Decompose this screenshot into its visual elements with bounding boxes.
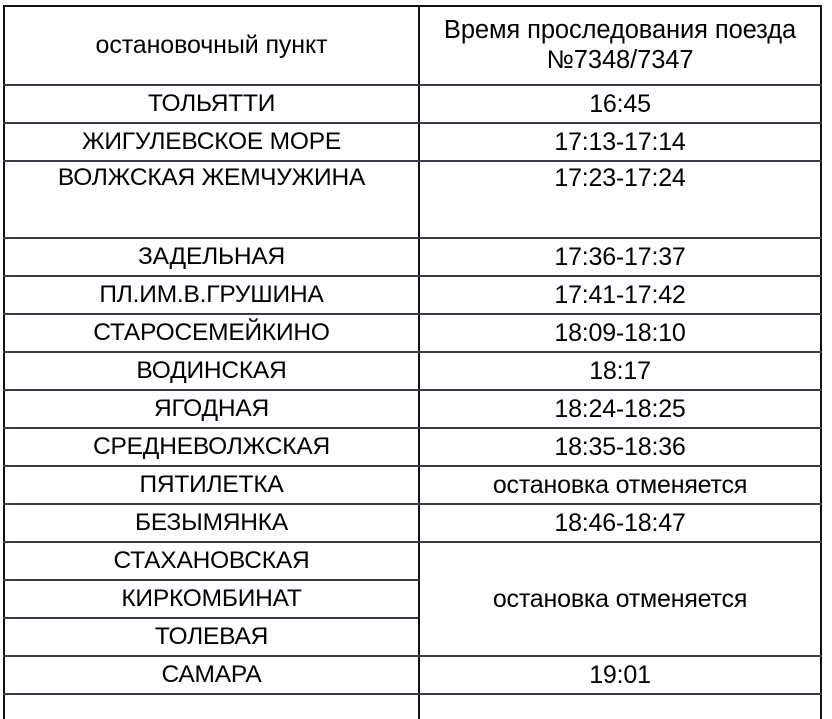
table-row: БЕЗЫМЯНКА 18:46-18:47 <box>3 503 822 543</box>
stop-time-cell: 18:17 <box>418 351 822 391</box>
stop-name-cell: СРЕДНЕВОЛЖСКАЯ <box>3 427 420 467</box>
stop-name-cell: ТОЛЬЯТТИ <box>3 84 420 124</box>
table-row: СТАРОСЕМЕЙКИНО 18:09-18:10 <box>3 313 822 353</box>
column-header-time-line1: Время проследования поезда <box>443 15 797 44</box>
spreadsheet-canvas: остановочный пункт Время проследования п… <box>3 5 822 719</box>
stop-time-cell: 16:45 <box>418 84 822 124</box>
stop-time-cell: 18:46-18:47 <box>418 503 822 543</box>
stop-name-cell: ЯГОДНАЯ <box>3 389 420 429</box>
stop-name-cell: ЖИГУЛЕВСКОЕ МОРЕ <box>3 122 420 162</box>
stop-time-cell: 18:09-18:10 <box>418 313 822 353</box>
stop-name-cell: БЕЗЫМЯНКА <box>3 503 420 543</box>
stop-time-cell: 18:35-18:36 <box>418 427 822 467</box>
stop-name-cell: СТАХАНОВСКАЯ <box>3 541 420 581</box>
table-row: СТАХАНОВСКАЯ остановка отменяется <box>3 541 822 657</box>
stop-name-cell: ЗАДЕЛЬНАЯ <box>3 237 420 277</box>
stop-time-cell-empty <box>418 693 822 719</box>
table-row: ПЯТИЛЕТКА остановка отменяется <box>3 465 822 505</box>
table-row: САМАРА 19:01 <box>3 655 822 695</box>
merged-cancelled-cell: остановка отменяется <box>418 541 822 657</box>
stop-time-cell: 17:23-17:24 <box>418 160 822 239</box>
stop-time-cell: 17:36-17:37 <box>418 237 822 277</box>
table-row-clipped <box>3 693 822 719</box>
stop-name-cell-empty <box>3 693 420 719</box>
stop-name-cell: ПЛ.ИМ.В.ГРУШИНА <box>3 275 420 315</box>
stop-name-cell: КИРКОМБИНАТ <box>3 579 420 619</box>
table-header: остановочный пункт Время проследования п… <box>3 5 822 86</box>
stop-time-cell: 17:13-17:14 <box>418 122 822 162</box>
stop-time-cell: 19:01 <box>418 655 822 695</box>
table-row: ТОЛЕВАЯ <box>3 617 821 657</box>
table-row: ПЛ.ИМ.В.ГРУШИНА 17:41-17:42 <box>3 275 822 315</box>
column-header-stop: остановочный пункт <box>3 5 420 86</box>
stop-name-cell: ВОДИНСКАЯ <box>3 351 420 391</box>
column-header-time-line2: №7348/7347 <box>546 45 694 74</box>
stop-name-cell: САМАРА <box>3 655 420 695</box>
stop-name-cell: ВОЛЖСКАЯ ЖЕМЧУЖИНА <box>3 160 420 239</box>
table-row: ЖИГУЛЕВСКОЕ МОРЕ 17:13-17:14 <box>3 122 822 162</box>
table-row: ТОЛЬЯТТИ 16:45 <box>3 84 822 124</box>
stop-name-cell: ТОЛЕВАЯ <box>3 617 420 657</box>
table-row: ЗАДЕЛЬНАЯ 17:36-17:37 <box>3 237 822 277</box>
table-row: ВОЛЖСКАЯ ЖЕМЧУЖИНА 17:23-17:24 <box>3 160 822 239</box>
stop-time-cell: 17:41-17:42 <box>418 275 822 315</box>
stop-name-cell: СТАРОСЕМЕЙКИНО <box>3 313 420 353</box>
table-row: СРЕДНЕВОЛЖСКАЯ 18:35-18:36 <box>3 427 822 467</box>
table-body: ТОЛЬЯТТИ 16:45 ЖИГУЛЕВСКОЕ МОРЕ 17:13-17… <box>3 84 822 719</box>
stop-name-cell: ПЯТИЛЕТКА <box>3 465 420 505</box>
column-header-time: Время проследования поезда №7348/7347 <box>418 5 822 86</box>
table-row: КИРКОМБИНАТ <box>3 579 821 619</box>
table-row: ВОДИНСКАЯ 18:17 <box>3 351 822 391</box>
table-row: ЯГОДНАЯ 18:24-18:25 <box>3 389 822 429</box>
train-schedule-table: остановочный пункт Время проследования п… <box>3 5 822 719</box>
stop-time-cell: 18:24-18:25 <box>418 389 822 429</box>
header-row: остановочный пункт Время проследования п… <box>3 5 822 86</box>
stop-cancelled-cell: остановка отменяется <box>418 465 822 505</box>
